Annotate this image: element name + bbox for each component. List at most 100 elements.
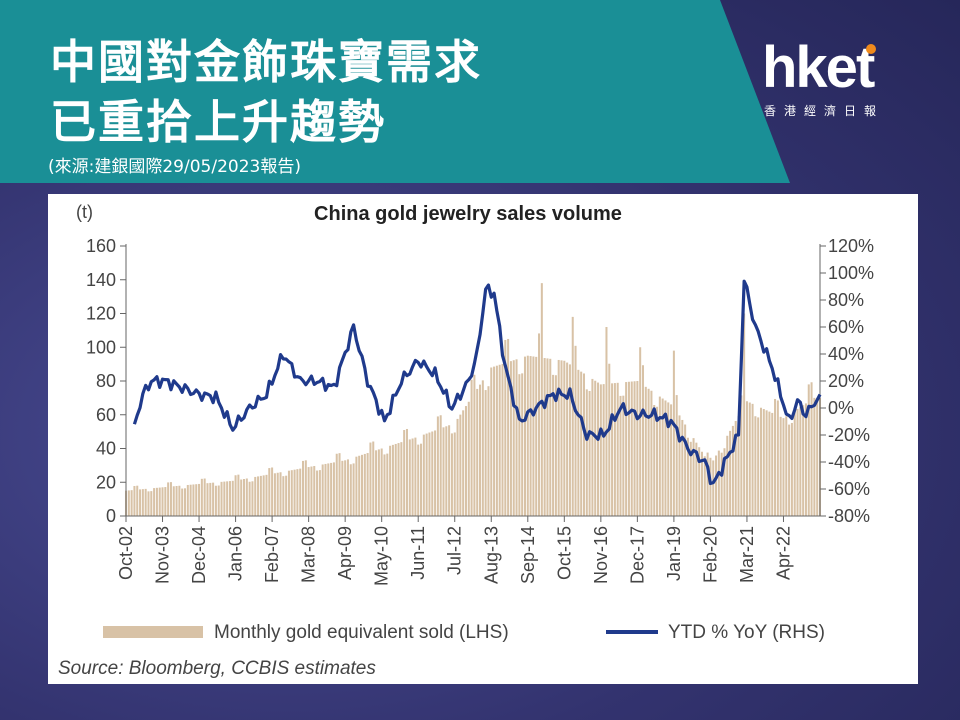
monthly-sales-bar [136, 485, 139, 516]
x-axis-tick-label: Sep-14 [518, 526, 538, 584]
monthly-sales-bar [228, 481, 231, 516]
monthly-sales-bar [161, 487, 164, 516]
monthly-sales-bar [366, 453, 369, 516]
monthly-sales-bar [223, 481, 226, 516]
monthly-sales-bar [521, 373, 524, 516]
monthly-sales-bar [276, 472, 279, 516]
monthly-sales-bar [195, 484, 198, 516]
monthly-sales-bar [450, 433, 453, 516]
monthly-sales-bar [706, 452, 709, 516]
monthly-sales-bar [703, 456, 706, 516]
right-axis-tick-label: -40% [828, 452, 870, 472]
left-axis-tick-label: 100 [86, 337, 116, 357]
monthly-sales-bar [234, 475, 237, 516]
monthly-sales-bar [391, 444, 394, 516]
monthly-sales-bar [153, 488, 156, 516]
monthly-sales-bar [341, 460, 344, 516]
x-axis-tick-label: Aug-13 [481, 526, 501, 584]
monthly-sales-bar [293, 469, 296, 516]
monthly-sales-bar [464, 406, 467, 516]
monthly-sales-bar [580, 371, 583, 516]
x-axis-tick-label: May-10 [372, 526, 392, 586]
monthly-sales-bar [807, 384, 810, 516]
monthly-sales-bar [526, 355, 529, 516]
monthly-sales-bar [793, 410, 796, 516]
monthly-sales-bar [243, 479, 246, 516]
left-axis-tick-label: 140 [86, 270, 116, 290]
monthly-sales-bar [759, 407, 762, 516]
monthly-sales-bar [189, 484, 192, 516]
monthly-sales-bar [686, 437, 689, 516]
x-axis-tick-label: Mar-08 [299, 526, 319, 583]
left-axis-tick-label: 40 [96, 439, 116, 459]
monthly-sales-bar [549, 358, 552, 516]
monthly-sales-bar [318, 470, 321, 516]
monthly-sales-bar [698, 447, 701, 516]
monthly-sales-bar [257, 476, 260, 516]
monthly-sales-bar [723, 448, 726, 516]
monthly-sales-bar [715, 455, 718, 516]
chart-panel: China gold jewelry sales volume (t) 160 1… [48, 194, 918, 684]
monthly-sales-bar [397, 443, 400, 516]
monthly-sales-bar [751, 403, 754, 516]
monthly-sales-bar [552, 374, 555, 516]
monthly-sales-bar [627, 381, 630, 516]
monthly-sales-bar [192, 484, 195, 516]
monthly-sales-bar [352, 463, 355, 516]
monthly-sales-bar [563, 360, 566, 516]
monthly-sales-bar [740, 395, 743, 516]
monthly-sales-bar [813, 397, 816, 517]
monthly-sales-bar [279, 472, 282, 516]
monthly-sales-bar [130, 490, 133, 516]
x-axis-tick-label: Jan-06 [226, 526, 246, 581]
x-axis-tick-label: Jul-12 [445, 526, 465, 575]
monthly-sales-bar [209, 482, 212, 516]
monthly-sales-bar [681, 419, 684, 516]
monthly-sales-bar [765, 410, 768, 516]
monthly-sales-bar [445, 426, 448, 516]
monthly-sales-bar [785, 416, 788, 516]
monthly-sales-bar [493, 366, 496, 516]
monthly-sales-bar [462, 410, 465, 516]
x-axis-tick-label: Oct-02 [116, 526, 136, 580]
monthly-sales-bar [731, 425, 734, 516]
monthly-sales-bar [405, 428, 408, 516]
monthly-sales-bar [745, 401, 748, 516]
x-axis-tick-label: Jan-19 [664, 526, 684, 581]
monthly-sales-bar [307, 467, 310, 516]
monthly-sales-bar [695, 442, 698, 516]
monthly-sales-bar [613, 383, 616, 516]
hket-logo: hket 香港經濟日報 [760, 38, 930, 128]
monthly-sales-bar [577, 369, 580, 516]
monthly-sales-bar [448, 425, 451, 516]
monthly-sales-bar [644, 386, 647, 516]
monthly-sales-bar [692, 438, 695, 516]
monthly-sales-bar [346, 459, 349, 516]
monthly-sales-bar [268, 468, 271, 516]
monthly-sales-bar [206, 483, 209, 516]
monthly-sales-bar [439, 415, 442, 516]
monthly-sales-bar [518, 374, 521, 516]
monthly-sales-bar [150, 491, 153, 516]
monthly-sales-bar [127, 490, 130, 516]
monthly-sales-bar [529, 356, 532, 516]
monthly-sales-bar [557, 359, 560, 516]
monthly-sales-bar [296, 469, 299, 516]
monthly-sales-bar [324, 463, 327, 516]
monthly-sales-bar [743, 313, 746, 516]
logo-subtitle: 香港經濟日報 [764, 104, 885, 118]
monthly-sales-bar [754, 416, 757, 516]
monthly-sales-bar [625, 382, 628, 516]
monthly-sales-bar [403, 430, 406, 516]
logo-dot [866, 44, 876, 54]
monthly-sales-bar [327, 463, 330, 516]
monthly-sales-bar [265, 474, 268, 516]
monthly-sales-bar [678, 415, 681, 516]
monthly-sales-bar [473, 374, 476, 516]
left-axis-tick-label: 0 [106, 506, 116, 526]
monthly-sales-bar [394, 443, 397, 516]
monthly-sales-bar [349, 464, 352, 516]
monthly-sales-bar [484, 390, 487, 516]
monthly-sales-bar [164, 487, 167, 516]
monthly-sales-bar [757, 417, 760, 516]
